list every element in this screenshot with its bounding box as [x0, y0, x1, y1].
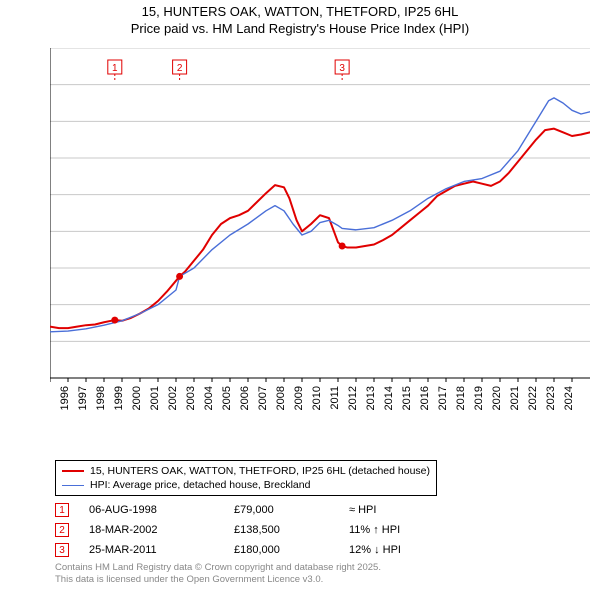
sale-price: £138,500 — [234, 524, 349, 536]
sale-price: £180,000 — [234, 544, 349, 556]
sale-date: 06-AUG-1998 — [89, 504, 234, 516]
x-tick-label: 2022 — [527, 386, 539, 410]
footer: Contains HM Land Registry data © Crown c… — [55, 562, 381, 586]
series-line — [50, 129, 590, 328]
chart-area: £0£50K£100K£150K£200K£250K£300K£350K£400… — [50, 48, 590, 418]
legend-text: HPI: Average price, detached house, Brec… — [90, 478, 310, 492]
x-tick-label: 2003 — [185, 386, 197, 410]
x-tick-label: 1999 — [113, 386, 125, 410]
x-tick-label: 2009 — [293, 386, 305, 410]
sale-dot — [111, 317, 118, 324]
event-marker-label: 3 — [339, 63, 345, 74]
footer-line-2: This data is licensed under the Open Gov… — [55, 574, 381, 586]
x-tick-label: 2019 — [473, 386, 485, 410]
sale-dot — [176, 273, 183, 280]
x-tick-label: 2023 — [545, 386, 557, 410]
event-marker-label: 2 — [177, 63, 183, 74]
x-tick-label: 2014 — [383, 386, 395, 410]
x-tick-label: 2010 — [311, 386, 323, 410]
sale-hpi: 12% ↓ HPI — [349, 544, 469, 556]
legend-row: 15, HUNTERS OAK, WATTON, THETFORD, IP25 … — [62, 464, 430, 478]
sale-row: 2 18-MAR-2002£138,50011% ↑ HPI — [55, 520, 469, 540]
x-tick-label: 1995 — [50, 386, 53, 410]
sale-marker: 1 — [55, 503, 69, 517]
x-tick-label: 2020 — [491, 386, 503, 410]
sale-marker: 2 — [55, 523, 69, 537]
sale-row: 3 25-MAR-2011£180,00012% ↓ HPI — [55, 540, 469, 560]
x-tick-label: 2016 — [419, 386, 431, 410]
x-tick-label: 2024 — [563, 386, 575, 410]
x-tick-label: 2005 — [221, 386, 233, 410]
sales-table: 1 06-AUG-1998£79,000≈ HPI 2 18-MAR-2002£138… — [55, 500, 469, 560]
legend-swatch — [62, 485, 84, 486]
x-tick-label: 2018 — [455, 386, 467, 410]
x-tick-label: 2006 — [239, 386, 251, 410]
x-tick-label: 2021 — [509, 386, 521, 410]
legend-text: 15, HUNTERS OAK, WATTON, THETFORD, IP25 … — [90, 464, 430, 478]
legend-row: HPI: Average price, detached house, Brec… — [62, 478, 430, 492]
chart-svg: £0£50K£100K£150K£200K£250K£300K£350K£400… — [50, 48, 590, 418]
x-tick-label: 2015 — [401, 386, 413, 410]
x-tick-label: 2002 — [167, 386, 179, 410]
sale-dot — [339, 243, 346, 250]
footer-line-1: Contains HM Land Registry data © Crown c… — [55, 562, 381, 574]
title-line-1: 15, HUNTERS OAK, WATTON, THETFORD, IP25 … — [0, 4, 600, 21]
x-tick-label: 1998 — [95, 386, 107, 410]
x-tick-label: 2008 — [275, 386, 287, 410]
x-tick-label: 2001 — [149, 386, 161, 410]
title-line-2: Price paid vs. HM Land Registry's House … — [0, 21, 600, 38]
legend: 15, HUNTERS OAK, WATTON, THETFORD, IP25 … — [55, 460, 437, 496]
title-block: 15, HUNTERS OAK, WATTON, THETFORD, IP25 … — [0, 0, 600, 38]
x-tick-label: 1997 — [77, 386, 89, 410]
x-tick-label: 1996 — [59, 386, 71, 410]
x-tick-label: 2013 — [365, 386, 377, 410]
x-tick-label: 2000 — [131, 386, 143, 410]
sale-date: 25-MAR-2011 — [89, 544, 234, 556]
x-tick-label: 2004 — [203, 386, 215, 410]
x-tick-label: 2007 — [257, 386, 269, 410]
x-tick-label: 2017 — [437, 386, 449, 410]
sale-hpi: 11% ↑ HPI — [349, 524, 469, 536]
sale-price: £79,000 — [234, 504, 349, 516]
chart-container: 15, HUNTERS OAK, WATTON, THETFORD, IP25 … — [0, 0, 600, 590]
sale-date: 18-MAR-2002 — [89, 524, 234, 536]
legend-swatch — [62, 470, 84, 472]
sale-hpi: ≈ HPI — [349, 504, 469, 516]
sale-marker: 3 — [55, 543, 69, 557]
x-tick-label: 2011 — [329, 386, 341, 410]
sale-row: 1 06-AUG-1998£79,000≈ HPI — [55, 500, 469, 520]
x-tick-label: 2012 — [347, 386, 359, 410]
event-marker-label: 1 — [112, 63, 118, 74]
